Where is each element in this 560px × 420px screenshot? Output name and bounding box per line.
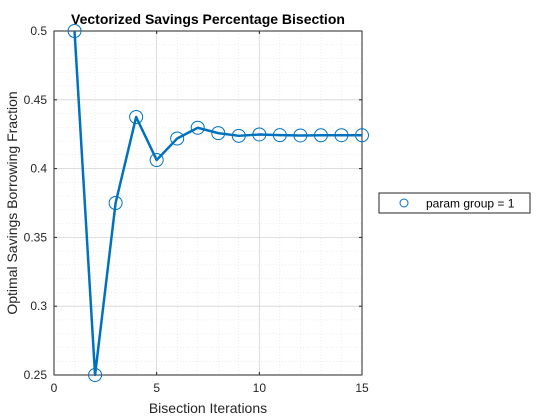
legend-label: param group = 1 [426,197,515,211]
legend-marker-circle-icon [399,198,409,208]
series-layer [67,24,369,382]
y-tick-label: 0.4 [30,162,47,176]
data-point-marker [149,153,164,167]
data-point-marker [231,128,246,143]
legend-box [378,192,531,214]
data-point-marker [252,127,267,142]
x-axis-title: Bisection Iterations [149,400,267,416]
data-point-marker [108,196,123,210]
data-point-marker [88,368,103,382]
data-point-marker [272,128,287,143]
y-tick-label: 0.25 [24,368,48,382]
x-tick-label: 5 [153,381,160,395]
data-point-marker [170,131,185,146]
plot-frame [53,30,363,376]
data-point-marker [334,128,349,143]
y-tick-label: 0.35 [24,230,48,244]
y-tick-label: 0.3 [30,299,47,313]
axis-ticks [53,30,363,376]
data-point-marker [293,128,308,143]
tick-labels: 0 5 10 15 0.25 0.3 0.35 0.4 0.45 0.5 [24,24,369,395]
y-tick-label: 0.45 [24,93,48,107]
x-tick-label: 10 [253,381,267,395]
legend: param group = 1 [378,192,531,214]
data-point-marker [211,126,226,141]
x-tick-label: 0 [51,381,58,395]
y-axis-title: Optimal Savings Borrowing Fraction [4,91,20,314]
data-point-marker [355,128,369,143]
y-tick-label: 0.5 [30,24,47,38]
data-point-marker [129,110,144,124]
plot-area [54,31,362,375]
chart-title: Vectorized Savings Percentage Bisection [71,11,345,27]
x-tick-label: 15 [355,381,369,395]
data-point-marker [67,24,82,38]
data-point-marker [313,128,328,143]
data-point-marker [190,120,205,135]
